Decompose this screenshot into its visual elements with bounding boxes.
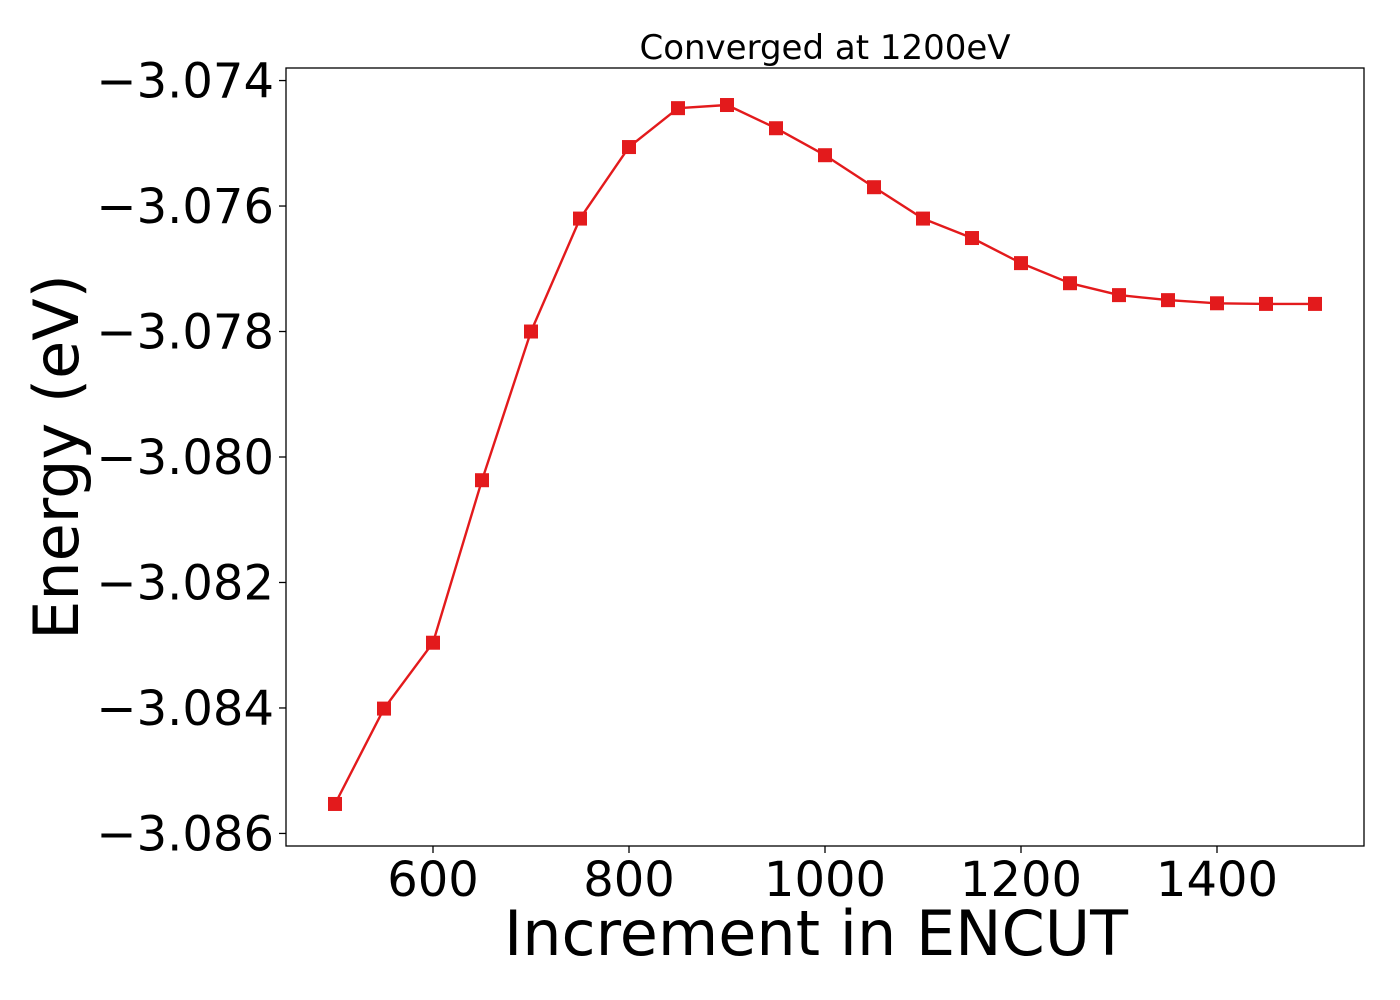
chart-title: Converged at 1200eV <box>639 28 1010 68</box>
data-point-marker <box>426 635 440 650</box>
y-axis: −3.086 −3.084 −3.082 −3.080 −3.078 −3.076 −3.0… <box>96 54 286 862</box>
plot-area <box>328 98 1322 811</box>
x-axis-label: Increment in ENCUT <box>504 897 1129 970</box>
y-tick-label: −3.080 <box>96 430 274 486</box>
x-tick-label: 800 <box>583 852 675 908</box>
data-point-marker <box>1308 296 1322 311</box>
plot-frame <box>285 67 1365 847</box>
data-point-marker <box>475 473 489 488</box>
data-point-marker <box>1063 276 1077 291</box>
data-point-marker <box>916 211 930 226</box>
y-tick-label: −3.082 <box>96 555 274 611</box>
data-point-marker <box>769 121 783 136</box>
data-point-marker <box>818 148 832 163</box>
data-point-marker <box>671 101 685 116</box>
y-tick-label: −3.074 <box>96 54 274 110</box>
x-tick-label: 1000 <box>764 852 886 908</box>
x-tick-label: 1200 <box>960 852 1082 908</box>
data-point-marker <box>328 796 342 811</box>
data-point-marker <box>1161 293 1175 308</box>
data-point-marker <box>573 211 587 226</box>
data-point-marker <box>524 324 538 339</box>
data-point-marker <box>1210 296 1224 311</box>
data-point-marker <box>377 701 391 716</box>
y-axis-label: Energy (eV) <box>20 274 93 640</box>
y-tick-label: −3.086 <box>96 806 274 862</box>
y-tick-label: −3.076 <box>96 179 274 235</box>
data-point-marker <box>1112 288 1126 303</box>
data-point-marker <box>867 180 881 195</box>
x-tick-label: 1400 <box>1156 852 1278 908</box>
data-point-marker <box>720 98 734 113</box>
data-point-marker <box>622 140 636 155</box>
x-axis: 600 800 1000 1200 1400 <box>387 846 1278 908</box>
data-point-marker <box>1259 296 1273 311</box>
y-tick-label: −3.078 <box>96 305 274 361</box>
y-tick-label: −3.084 <box>96 681 274 737</box>
x-tick-label: 600 <box>387 852 479 908</box>
data-point-marker <box>1014 256 1028 271</box>
data-point-marker <box>965 231 979 246</box>
series-line <box>333 103 1315 805</box>
